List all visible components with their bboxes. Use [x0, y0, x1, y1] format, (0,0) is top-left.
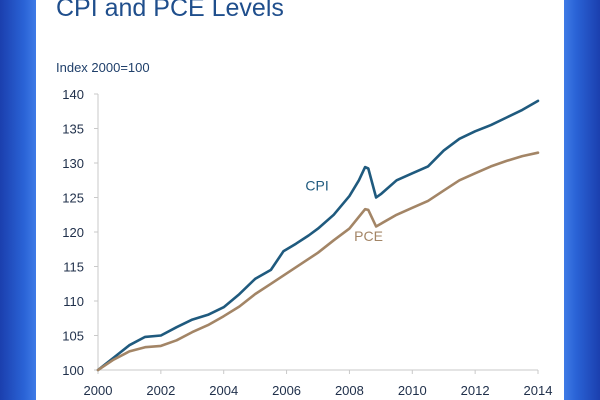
y-tick-label: 125: [62, 191, 84, 206]
y-tick-label: 140: [62, 87, 84, 102]
series-label-pce: PCE: [354, 228, 383, 244]
y-tick-label: 130: [62, 156, 84, 171]
chart-ticks: 100 105 110 115 120 125 130 135 140 2000 2002 2004 2…: [62, 87, 552, 398]
y-tick-label: 115: [63, 260, 84, 275]
y-tick-label: 110: [63, 294, 84, 309]
x-tick-label: 2002: [146, 383, 175, 398]
x-tick-label: 2012: [461, 383, 490, 398]
chart-title: CPI and PCE Levels: [56, 0, 284, 22]
y-tick-label: 100: [62, 363, 84, 378]
x-tick-label: 2010: [398, 383, 427, 398]
x-tick-label: 2008: [335, 383, 364, 398]
slide-background: [36, 0, 564, 400]
x-tick-label: 2004: [209, 383, 238, 398]
x-tick-label: 2006: [272, 383, 301, 398]
x-tick-label: 2000: [84, 383, 113, 398]
chart-series: [96, 99, 540, 372]
y-tick-label: 120: [62, 225, 84, 240]
series-line-pce: [96, 151, 540, 372]
series-line-cpi: [96, 99, 540, 372]
y-tick-label: 105: [62, 329, 84, 344]
y-axis-label: Index 2000=100: [56, 60, 150, 75]
x-tick-label: 2014: [524, 383, 553, 398]
chart-series-labels: CPI PCE: [305, 178, 383, 244]
series-label-cpi: CPI: [305, 178, 328, 194]
y-tick-label: 135: [62, 122, 84, 137]
chart-axes: [97, 94, 538, 371]
